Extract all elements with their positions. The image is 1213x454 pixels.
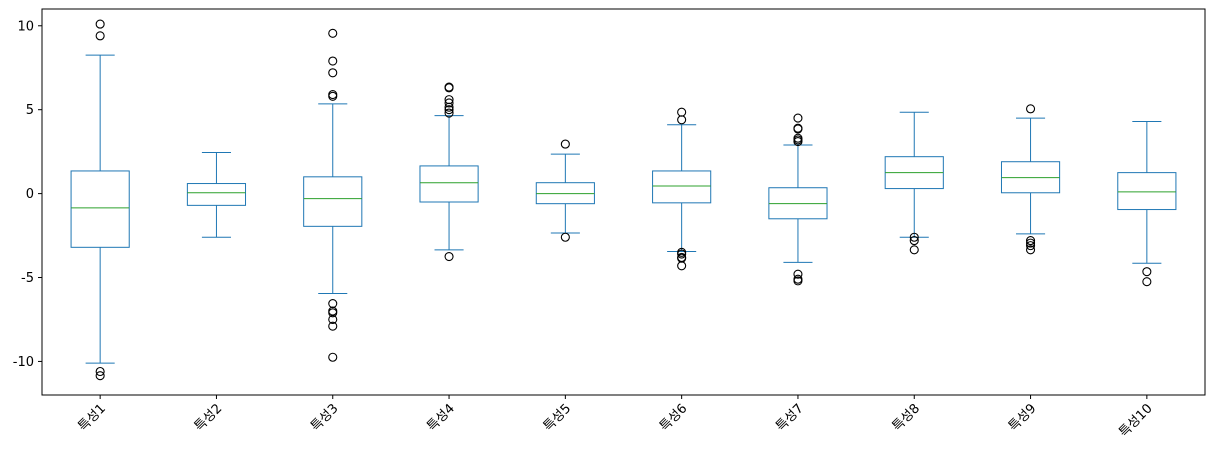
box-group: [419, 82, 479, 262]
x-tick-label: 특성7: [773, 401, 806, 434]
outlier-point: [677, 107, 687, 117]
box-group: [652, 107, 712, 271]
box: [186, 183, 247, 206]
plot-frame: [41, 8, 1206, 396]
outlier-point: [909, 236, 919, 246]
outlier-point: [1026, 245, 1036, 255]
outlier-point: [793, 113, 803, 123]
outlier-point: [328, 56, 338, 66]
outlier-point: [95, 31, 105, 41]
outlier-point: [444, 105, 454, 115]
box-group: [535, 139, 595, 242]
outlier-point: [444, 108, 454, 118]
x-tick-label: 특성10: [1116, 401, 1155, 440]
outlier-point: [677, 261, 687, 271]
outlier-point: [328, 314, 338, 325]
outlier-point: [95, 371, 105, 381]
box: [652, 170, 712, 204]
x-tick-label: 특성4: [425, 401, 458, 434]
outlier-point: [1026, 236, 1036, 246]
outlier-point: [793, 137, 803, 147]
outlier-point: [444, 98, 454, 108]
chart-axes: -10 -5 0 5 10 특성1 특성2 특성3 특성4 특성5 특성6 특성7 특성8 특성9 특성10: [13, 8, 1206, 440]
outlier-point: [328, 91, 338, 101]
outlier-point: [560, 139, 570, 149]
x-tick-label: 특성6: [657, 401, 690, 434]
y-tick-label: 0: [26, 187, 34, 202]
outlier-point: [560, 232, 570, 242]
outlier-point: [1026, 238, 1036, 248]
box: [70, 170, 130, 248]
box-group: [768, 113, 828, 286]
outlier-point: [1142, 267, 1152, 277]
outlier-point: [677, 249, 687, 259]
outlier-point: [95, 19, 105, 29]
x-tick-label: 특성8: [890, 401, 923, 434]
x-tick-label: 특성3: [308, 401, 341, 434]
x-tick-label: 특성2: [192, 401, 225, 434]
x-tick-label: 특성5: [541, 401, 574, 434]
outlier-point: [328, 68, 338, 78]
outlier-point: [793, 269, 803, 279]
outlier-point: [95, 366, 105, 377]
box-group: [1000, 104, 1061, 255]
outlier-point: [909, 232, 919, 242]
box-group: [70, 19, 130, 381]
box: [419, 165, 479, 203]
outlier-point: [444, 102, 454, 112]
box-group: [186, 151, 247, 238]
x-tick-label: 특성1: [76, 401, 109, 434]
outlier-point: [328, 308, 338, 318]
outlier-point: [677, 115, 687, 125]
outlier-point: [444, 83, 454, 93]
chart-marks: [70, 19, 1177, 381]
outlier-point: [328, 321, 338, 331]
box: [303, 176, 363, 227]
box-group: [884, 111, 944, 255]
y-tick-label: -5: [21, 271, 34, 286]
box-group: [303, 28, 363, 362]
outlier-point: [444, 251, 454, 262]
outlier-point: [793, 124, 803, 134]
outlier-point: [1026, 104, 1036, 114]
outlier-point: [1026, 241, 1036, 251]
outlier-point: [328, 298, 338, 309]
outlier-point: [328, 352, 338, 362]
box: [1117, 172, 1177, 211]
y-tick-label: -10: [13, 355, 34, 370]
outlier-point: [328, 28, 338, 38]
outlier-point: [909, 245, 919, 255]
x-tick-label: 특성9: [1006, 401, 1039, 434]
y-tick-label: 10: [17, 19, 34, 34]
outlier-point: [793, 276, 803, 286]
y-tick-label: 5: [26, 103, 34, 118]
outlier-point: [1142, 277, 1152, 287]
box-group: [1117, 120, 1177, 287]
